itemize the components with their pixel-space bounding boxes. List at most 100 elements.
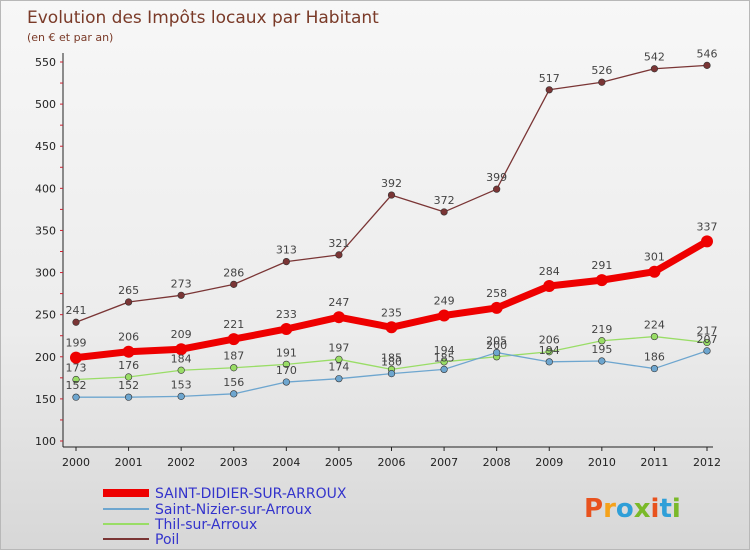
data-label-poil: 372 (434, 194, 455, 207)
data-point-saint-nizier-sur-arroux (387, 370, 396, 378)
data-point-saint-nizier-sur-arroux (493, 348, 501, 357)
x-tick-label: 2012 (693, 456, 721, 469)
y-tick-label: 150 (35, 393, 56, 406)
data-label-thil-sur-arroux: 176 (118, 359, 139, 372)
data-label-saint-didier-sur-arroux: 284 (539, 265, 560, 278)
data-label-saint-nizier-sur-arroux: 185 (434, 351, 455, 364)
data-label-thil-sur-arroux: 191 (276, 346, 297, 359)
data-label-poil: 313 (276, 244, 297, 257)
data-label-saint-didier-sur-arroux: 221 (223, 318, 244, 331)
data-point-saint-nizier-sur-arroux (335, 375, 343, 383)
y-tick-label: 300 (35, 267, 56, 280)
logo-letter: i (651, 494, 660, 524)
data-label-thil-sur-arroux: 187 (223, 350, 244, 363)
x-tick-label: 2000 (62, 456, 90, 469)
data-label-saint-nizier-sur-arroux: 170 (276, 364, 297, 377)
series-lines (70, 61, 713, 401)
data-point-saint-didier-sur-arroux (122, 345, 135, 358)
data-point-poil (493, 185, 501, 193)
data-point-saint-didier-sur-arroux (332, 311, 345, 324)
chart-subtitle: (en € et par an) (27, 31, 113, 44)
data-point-saint-didier-sur-arroux (595, 274, 608, 287)
data-label-thil-sur-arroux: 173 (66, 362, 87, 375)
y-tick-label: 250 (35, 309, 56, 322)
data-label-thil-sur-arroux: 219 (591, 323, 612, 336)
data-label-saint-didier-sur-arroux: 233 (276, 308, 297, 321)
axes: 100 150 200 250 300 350 400 450 500 550 2000 2001 20… (35, 53, 721, 469)
y-tick-label: 350 (35, 224, 56, 237)
data-point-poil (124, 298, 133, 306)
data-point-saint-didier-sur-arroux (175, 343, 188, 356)
data-point-poil (650, 65, 659, 73)
data-point-saint-nizier-sur-arroux (598, 357, 606, 365)
logo-letter: t (659, 494, 671, 524)
data-label-poil: 273 (171, 277, 192, 290)
data-point-saint-nizier-sur-arroux (440, 365, 448, 374)
data-point-saint-didier-sur-arroux (280, 322, 293, 335)
data-label-poil: 392 (381, 177, 402, 190)
x-tick-label: 2010 (588, 456, 616, 469)
logo-letter: P (584, 494, 603, 524)
data-point-saint-nizier-sur-arroux (282, 378, 290, 386)
legend: SAINT-DIDIER-SUR-ARROUXSaint-Nizier-sur-… (103, 486, 347, 548)
data-point-saint-didier-sur-arroux (543, 280, 556, 293)
data-label-saint-nizier-sur-arroux: 174 (328, 361, 349, 374)
data-label-saint-nizier-sur-arroux: 205 (486, 335, 507, 348)
data-label-saint-didier-sur-arroux: 301 (644, 251, 665, 264)
data-label-poil: 241 (66, 304, 87, 317)
data-label-saint-nizier-sur-arroux: 194 (539, 344, 560, 357)
data-point-poil (72, 318, 80, 326)
data-point-saint-nizier-sur-arroux (124, 393, 133, 401)
data-label-saint-didier-sur-arroux: 209 (171, 328, 192, 341)
x-tick-label: 2007 (430, 456, 458, 469)
data-point-thil-sur-arroux (282, 360, 290, 368)
data-point-poil (282, 258, 290, 266)
proxiti-logo: Proxiti (584, 494, 681, 524)
data-point-thil-sur-arroux (177, 366, 185, 374)
data-label-poil: 517 (539, 72, 560, 85)
data-label-saint-didier-sur-arroux: 249 (434, 295, 455, 308)
data-point-poil (440, 208, 448, 216)
data-label-saint-nizier-sur-arroux: 156 (223, 376, 244, 389)
data-point-saint-nizier-sur-arroux (177, 392, 185, 400)
data-point-saint-didier-sur-arroux (701, 235, 713, 248)
data-point-poil (703, 61, 711, 69)
y-tick-label: 100 (35, 435, 56, 448)
data-label-saint-didier-sur-arroux: 258 (486, 287, 507, 300)
data-label-thil-sur-arroux: 200 (486, 339, 507, 352)
x-tick-label: 2001 (115, 456, 143, 469)
legend-label: Poil (155, 532, 179, 548)
y-tick-label: 200 (35, 351, 56, 364)
data-label-thil-sur-arroux: 184 (171, 352, 192, 365)
logo-letter: o (616, 494, 634, 524)
data-point-thil-sur-arroux (598, 337, 606, 345)
data-point-saint-didier-sur-arroux (227, 333, 240, 346)
data-point-thil-sur-arroux (703, 338, 711, 347)
data-point-saint-nizier-sur-arroux (72, 393, 80, 401)
data-label-saint-didier-sur-arroux: 247 (328, 296, 349, 309)
data-point-thil-sur-arroux (545, 348, 553, 356)
y-tick-label: 400 (35, 182, 56, 195)
data-label-saint-didier-sur-arroux: 337 (697, 220, 718, 233)
x-tick-label: 2003 (220, 456, 248, 469)
data-point-saint-didier-sur-arroux (70, 351, 82, 364)
logo-letter: x (634, 494, 651, 524)
data-point-thil-sur-arroux (440, 358, 448, 366)
x-tick-label: 2011 (640, 456, 668, 469)
y-tick-label: 500 (35, 98, 56, 111)
data-label-saint-nizier-sur-arroux: 153 (171, 378, 192, 391)
x-tick-label: 2005 (325, 456, 353, 469)
data-label-saint-nizier-sur-arroux: 152 (118, 379, 139, 392)
data-label-poil: 526 (591, 64, 612, 77)
legend-label: Thil-sur-Arroux (154, 517, 257, 533)
x-tick-label: 2008 (483, 456, 511, 469)
x-tick-label: 2006 (378, 456, 406, 469)
x-tick-label: 2004 (272, 456, 300, 469)
data-label-saint-didier-sur-arroux: 291 (591, 259, 612, 272)
data-point-saint-nizier-sur-arroux (545, 358, 553, 366)
data-label-saint-didier-sur-arroux: 206 (118, 331, 139, 344)
data-label-thil-sur-arroux: 206 (539, 334, 560, 347)
data-point-thil-sur-arroux (335, 355, 343, 363)
